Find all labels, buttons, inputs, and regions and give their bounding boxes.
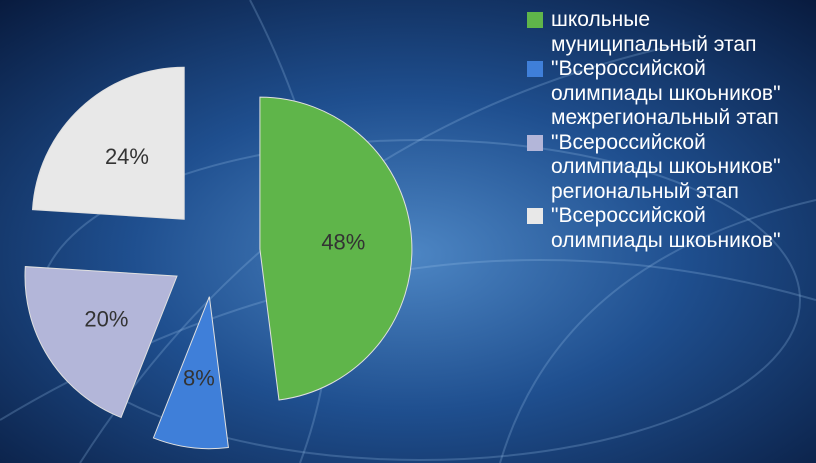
legend-entry: муниципальный этап "Всероссийской олимпи… <box>527 33 812 107</box>
legend-entry: школьные <box>527 8 812 33</box>
legend-label: школьные <box>551 8 651 31</box>
legend-label: межрегиональный этап "Всероссийской олим… <box>551 106 781 178</box>
legend-label: региональный этап "Всероссийской олимпиа… <box>551 179 781 252</box>
legend: школьные муниципальный этап "Всероссийско… <box>527 8 812 253</box>
legend-label: муниципальный этап "Всероссийской олимпи… <box>551 32 781 105</box>
legend-swatch <box>527 61 543 78</box>
pie-slice <box>259 96 413 401</box>
pie-slice <box>152 296 229 450</box>
data-label: 20% <box>84 307 128 332</box>
data-label: 8% <box>183 365 215 390</box>
pie-slice <box>31 66 185 220</box>
data-label: 24% <box>105 144 149 169</box>
legend-entry: региональный этап "Всероссийской олимпиа… <box>527 180 812 254</box>
pie: 48% 8% 20% 24% <box>24 66 413 450</box>
pie-slice <box>24 266 178 419</box>
legend-entry: межрегиональный этап "Всероссийской олим… <box>527 106 812 180</box>
legend-swatch <box>527 208 543 225</box>
data-label: 48% <box>321 230 365 255</box>
legend-swatch <box>527 12 543 29</box>
legend-swatch <box>527 134 543 151</box>
